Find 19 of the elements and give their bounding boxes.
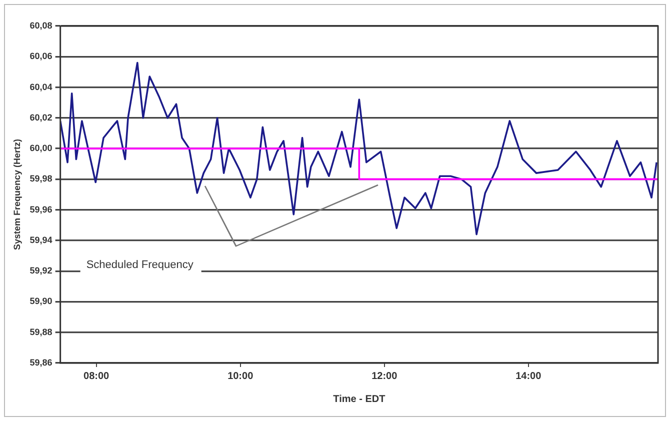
y-tick-label: 60,02	[30, 112, 52, 122]
x-tick-label: 08:00	[84, 370, 110, 382]
y-tick-label: 59,86	[30, 357, 52, 368]
x-axis-title: Time - EDT	[333, 394, 386, 405]
y-tick-label: 59,90	[30, 296, 52, 306]
y-tick-label: 59,92	[30, 266, 52, 276]
y-tick-label: 59,96	[30, 204, 52, 214]
y-axis-title: System Frequency (Hertz)	[12, 138, 22, 250]
x-tick-label: 10:00	[228, 370, 254, 382]
y-tick-label: 60,00	[30, 143, 52, 154]
y-tick-label: 59,88	[30, 326, 52, 337]
y-tick-label: 60,08	[30, 20, 52, 30]
annotation: Scheduled Frequency	[86, 259, 194, 272]
y-tick-label: 59,94	[30, 234, 52, 245]
x-tick-label: 14:00	[516, 370, 542, 382]
y-tick-label: 60,04	[30, 82, 52, 92]
y-tick-label: 59,98	[30, 174, 52, 184]
y-tick-label: 60,06	[30, 51, 52, 62]
x-tick-label: 12:00	[372, 370, 398, 382]
